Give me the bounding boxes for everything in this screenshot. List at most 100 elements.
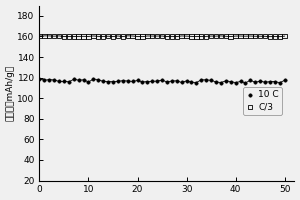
10 C (37, 77, 42, 80)
10 C (277, 81, 282, 84)
C/3 (233, 34, 238, 38)
10 C (253, 81, 258, 84)
10 C (130, 80, 135, 83)
C/3 (204, 35, 208, 38)
10 C (47, 78, 52, 81)
10 C (228, 80, 233, 83)
10 C (282, 79, 287, 82)
10 C (233, 81, 238, 84)
C/3 (120, 35, 125, 38)
C/3 (199, 35, 204, 38)
10 C (204, 78, 208, 81)
10 C (135, 79, 140, 82)
10 C (194, 81, 199, 84)
C/3 (86, 35, 91, 38)
10 C (96, 78, 101, 81)
10 C (258, 79, 262, 83)
C/3 (111, 35, 116, 38)
10 C (262, 81, 267, 84)
10 C (76, 79, 81, 82)
10 C (150, 80, 154, 83)
C/3 (52, 35, 57, 38)
C/3 (253, 35, 258, 38)
C/3 (277, 35, 282, 38)
C/3 (258, 35, 262, 38)
10 C (67, 80, 71, 83)
C/3 (71, 35, 76, 38)
C/3 (116, 34, 120, 38)
10 C (164, 80, 169, 84)
10 C (140, 80, 145, 84)
10 C (238, 80, 243, 83)
C/3 (47, 34, 52, 38)
10 C (169, 79, 174, 83)
10 C (243, 81, 248, 85)
C/3 (169, 35, 174, 38)
C/3 (106, 35, 110, 38)
10 C (224, 79, 228, 82)
C/3 (174, 35, 179, 38)
10 C (248, 79, 253, 82)
C/3 (150, 34, 154, 38)
10 C (184, 79, 189, 82)
10 C (209, 79, 214, 82)
C/3 (57, 34, 62, 37)
C/3 (125, 34, 130, 37)
C/3 (194, 35, 199, 38)
C/3 (164, 35, 169, 38)
10 C (61, 80, 66, 83)
C/3 (262, 35, 267, 38)
10 C (71, 78, 76, 81)
10 C (155, 79, 160, 83)
10 C (174, 79, 179, 82)
C/3 (228, 35, 233, 38)
C/3 (272, 35, 277, 38)
10 C (111, 80, 116, 83)
Y-axis label: 比容量（mAh/g）: 比容量（mAh/g） (6, 65, 15, 121)
C/3 (209, 34, 214, 38)
C/3 (42, 34, 47, 37)
C/3 (189, 35, 194, 38)
C/3 (96, 35, 101, 38)
10 C (81, 78, 86, 81)
10 C (214, 80, 218, 84)
10 C (57, 80, 62, 83)
C/3 (179, 34, 184, 38)
10 C (179, 81, 184, 84)
10 C (218, 81, 223, 84)
10 C (42, 79, 47, 82)
10 C (125, 79, 130, 83)
10 C (199, 78, 204, 81)
Legend: 10 C, C/3: 10 C, C/3 (243, 87, 282, 115)
10 C (268, 80, 272, 83)
C/3 (214, 35, 218, 38)
C/3 (224, 35, 228, 38)
10 C (272, 80, 277, 83)
C/3 (130, 34, 135, 38)
C/3 (67, 35, 71, 38)
C/3 (218, 34, 223, 38)
10 C (160, 78, 164, 82)
C/3 (160, 34, 164, 38)
10 C (145, 80, 150, 83)
10 C (106, 80, 110, 83)
C/3 (184, 35, 189, 38)
C/3 (76, 35, 81, 38)
C/3 (155, 34, 160, 38)
10 C (86, 80, 91, 84)
C/3 (37, 34, 42, 38)
C/3 (268, 35, 272, 38)
C/3 (61, 35, 66, 38)
C/3 (135, 35, 140, 38)
C/3 (248, 34, 253, 38)
C/3 (238, 34, 243, 38)
C/3 (243, 35, 248, 38)
10 C (91, 77, 96, 81)
10 C (120, 79, 125, 82)
C/3 (101, 35, 106, 38)
C/3 (145, 34, 150, 38)
C/3 (140, 35, 145, 38)
10 C (189, 81, 194, 84)
10 C (101, 80, 106, 83)
10 C (52, 78, 57, 82)
